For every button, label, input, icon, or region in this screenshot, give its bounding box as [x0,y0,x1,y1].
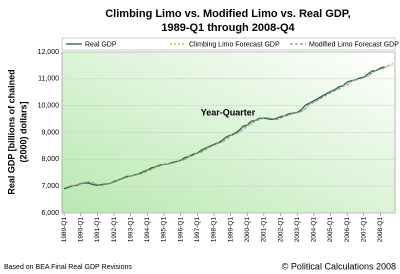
footer-note: Based on BEA Final Real GDP Revisions [4,264,132,271]
y-tick-label: 11,000 [38,76,59,83]
y-tick-label: 7,000 [41,183,59,190]
legend-label: Real GDP [85,41,117,48]
y-tick-label: 10,000 [38,103,60,110]
x-tick-label: 2004-Q1 [311,217,318,243]
y-axis-label: (2000) dollars] [18,101,28,162]
x-tick-label: 1993-Q1 [127,217,134,243]
x-tick-label: 2007-Q1 [361,217,368,243]
chart-title: 1989-Q1 through 2008-Q4 [161,22,295,34]
chart-title: Climbing Limo vs. Modified Limo vs. Real… [105,8,351,20]
legend-label: Climbing Limo Forecast GDP [189,41,280,48]
x-tick-label: 2000-Q1 [244,217,251,243]
x-tick-label: 1998-Q1 [211,217,218,243]
y-axis-label: Real GDP [billions of chained [6,69,16,194]
x-tick-label: 2002-Q1 [277,217,284,243]
x-tick-label: 1995-Q1 [161,217,168,243]
x-tick-label: 2005-Q1 [327,217,334,243]
x-tick-label: 2006-Q1 [344,217,351,243]
y-tick-label: 8,000 [41,156,59,163]
x-tick-label: 1999-Q1 [227,217,234,243]
x-tick-label: 1992-Q1 [111,217,118,243]
y-tick-label: 12,000 [38,49,60,56]
x-tick-label: 1989-Q1 [61,217,68,243]
x-tick-label: 1990-Q1 [77,217,84,243]
x-tick-label: 1996-Q1 [177,217,184,243]
footer-credit: © Political Calculations 2008 [282,261,396,271]
x-tick-label: 1997-Q1 [194,217,201,243]
x-tick-label: 1991-Q1 [94,217,101,243]
legend [61,37,396,51]
legend-label: Modified Limo Forecast GDP [309,41,399,48]
x-axis-label: Year-Quarter [201,107,256,117]
x-tick-label: 1994-Q1 [144,217,151,243]
x-tick-label: 2003-Q1 [294,217,301,243]
line-series [68,63,394,189]
y-tick-label: 6,000 [41,210,59,217]
x-tick-label: 2001-Q1 [261,217,268,243]
y-tick-label: 9,000 [41,129,59,136]
x-tick-label: 2008-Q1 [377,217,384,243]
